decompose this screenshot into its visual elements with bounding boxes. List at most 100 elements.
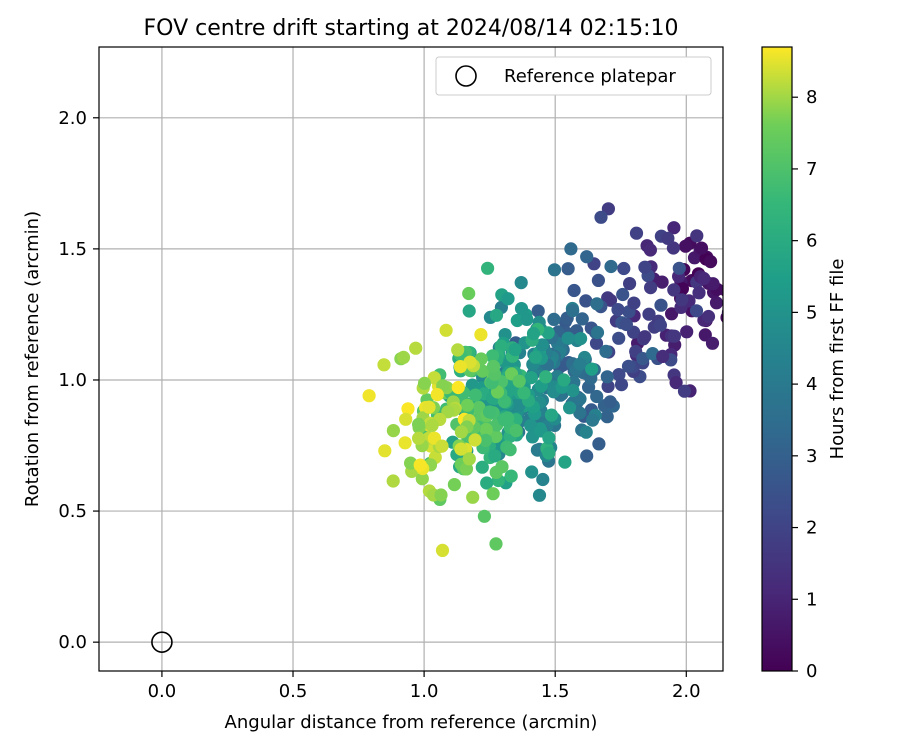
data-point (638, 260, 652, 274)
data-point (497, 412, 511, 426)
x-tick-label: 2.0 (672, 681, 701, 702)
data-point (517, 386, 531, 400)
data-point (425, 418, 439, 432)
data-point (726, 247, 739, 260)
data-point (528, 350, 543, 364)
data-point (666, 241, 681, 255)
data-point (656, 349, 670, 363)
data-point (398, 436, 412, 450)
data-point (486, 359, 500, 373)
data-point (705, 336, 720, 350)
data-point (524, 419, 538, 433)
data-point (435, 543, 450, 558)
colorbar-tick-label: 4 (806, 374, 817, 395)
data-point (603, 293, 618, 307)
data-point (501, 292, 515, 306)
data-point (486, 487, 500, 501)
data-point (601, 202, 616, 216)
data-point (377, 358, 391, 372)
y-tick-label: 0.5 (58, 501, 87, 522)
data-point (617, 261, 631, 276)
data-point (466, 490, 480, 504)
data-point (616, 287, 630, 302)
data-point (547, 312, 561, 326)
data-point (482, 405, 497, 419)
colorbar-tick-label: 2 (806, 518, 817, 539)
y-axis-label: Rotation from reference (arcmin) (22, 211, 43, 507)
data-point (672, 261, 686, 275)
data-point (709, 296, 723, 310)
data-point (561, 262, 575, 276)
data-point (547, 263, 562, 277)
data-point (503, 443, 517, 457)
data-point (460, 398, 474, 412)
data-point (462, 286, 476, 301)
data-point (604, 259, 618, 274)
data-point (454, 425, 468, 439)
data-point (465, 378, 479, 392)
data-point (567, 283, 581, 298)
data-point (697, 271, 711, 286)
data-point (536, 472, 550, 487)
data-point (454, 442, 468, 456)
data-point (412, 417, 426, 431)
data-point (592, 437, 606, 451)
data-point (486, 349, 500, 363)
grid-lines (99, 47, 723, 671)
data-point (590, 325, 605, 340)
y-tick-label: 1.0 (58, 370, 87, 391)
colorbar-ticks: 0 1 2 3 4 5 6 7 8 (792, 87, 817, 682)
data-point (642, 307, 656, 321)
data-point (512, 374, 526, 388)
colorbar-gradient (761, 46, 793, 672)
data-point (621, 359, 636, 373)
data-point (575, 312, 589, 326)
colorbar-tick-label: 8 (806, 87, 817, 108)
data-point (665, 307, 679, 321)
data-point (675, 293, 689, 307)
colorbar-tick-label: 1 (806, 589, 817, 610)
y-tick-label: 1.5 (58, 239, 87, 260)
data-point (422, 400, 436, 414)
y-tick-label: 2.0 (58, 108, 87, 129)
data-point (566, 304, 580, 318)
data-point (667, 283, 681, 297)
data-point (564, 242, 578, 256)
data-point (427, 371, 441, 385)
data-point (612, 331, 626, 345)
data-point (566, 383, 580, 398)
data-point (468, 433, 482, 447)
data-point (590, 389, 604, 404)
data-point (524, 371, 538, 385)
data-point (667, 329, 682, 343)
data-point (514, 276, 528, 290)
data-point (579, 425, 593, 439)
data-point (378, 444, 392, 458)
data-point (535, 338, 549, 352)
data-point (561, 331, 575, 345)
data-point (677, 384, 692, 398)
data-point (413, 458, 427, 472)
data-point (399, 412, 413, 426)
data-point (539, 370, 553, 384)
data-point (655, 275, 669, 289)
data-point (619, 317, 634, 332)
x-axis-label: Angular distance from reference (arcmin) (225, 712, 598, 733)
data-point (475, 460, 489, 474)
colorbar-label: Hours from first FF file (827, 259, 848, 460)
data-point (462, 452, 476, 466)
legend: Reference platepar (435, 56, 712, 96)
data-point (477, 509, 491, 523)
data-point (488, 449, 502, 463)
data-point (544, 408, 559, 422)
data-point (580, 250, 594, 264)
data-point (542, 446, 556, 460)
data-point (525, 465, 539, 479)
data-point (667, 221, 681, 235)
data-point (563, 401, 577, 415)
colorbar-tick-label: 0 (806, 661, 817, 682)
data-point (611, 303, 625, 317)
data-point (459, 462, 474, 476)
colorbar-tick-label: 3 (806, 446, 817, 467)
data-point (435, 439, 449, 453)
